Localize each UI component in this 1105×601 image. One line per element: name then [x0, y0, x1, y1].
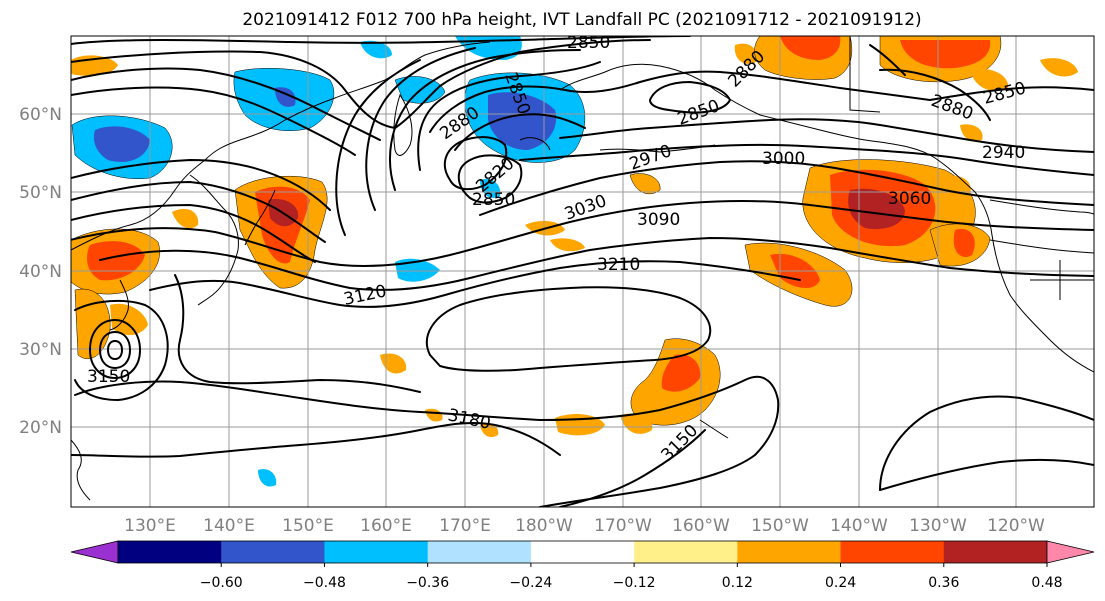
colorbar-cell [943, 541, 1048, 563]
longitude-label: 170°E [439, 516, 491, 536]
contour-label: 3090 [637, 210, 680, 230]
latitude-label: 50°N [19, 183, 62, 203]
colorbar-tick-label: −0.60 [200, 575, 243, 591]
map-title: 2021091412 F012 700 hPa height, IVT Land… [242, 10, 921, 30]
contour-label: 2940 [982, 143, 1025, 163]
contour-label: 3060 [888, 189, 931, 209]
contour-label: 2850 [472, 190, 515, 210]
height-contours [71, 36, 1094, 507]
colorbar-cells [117, 540, 1048, 564]
latitude-label: 20°N [19, 418, 62, 438]
map-frame [70, 35, 1095, 508]
colorbar-tick-label: 0.48 [1031, 575, 1062, 591]
longitude-label: 120°W [987, 516, 1045, 536]
latitude-label: 40°N [19, 262, 62, 282]
colorbar-tick-label: −0.36 [406, 575, 449, 591]
colorbar-tick-label: −0.48 [303, 575, 346, 591]
longitude-label: 140°W [830, 516, 888, 536]
contour-label: 3000 [762, 149, 805, 169]
colorbar-tick-label: −0.24 [509, 575, 552, 591]
longitude-label: 160°E [360, 516, 412, 536]
longitude-label: 140°E [203, 516, 255, 536]
longitude-label: 150°W [751, 516, 809, 536]
longitude-label: 170°W [594, 516, 652, 536]
colorbar-extend-low [70, 540, 119, 564]
colorbar-ticks: −0.60 −0.48 −0.36 −0.24 −0.12 0.12 0.24 0.36 0.4… [200, 563, 1063, 591]
colorbar-cell [530, 541, 635, 563]
colorbar-tick-label: −0.12 [613, 575, 656, 591]
contour-label: 3150 [87, 367, 130, 387]
colorbar-cell [118, 541, 222, 563]
colorbar-cell [427, 541, 532, 563]
colorbar-tick-label: 0.36 [928, 575, 959, 591]
longitude-label: 180°W [515, 516, 573, 536]
latitude-label: 30°N [19, 340, 62, 360]
latitude-label: 60°N [19, 105, 62, 125]
colorbar-tick-label: 0.12 [722, 575, 753, 591]
longitude-label: 130°W [909, 516, 967, 536]
colorbar-tick-label: 0.24 [825, 575, 856, 591]
coastlines [71, 36, 1094, 501]
colorbar-cell [737, 541, 842, 563]
longitude-label: 150°E [282, 516, 334, 536]
contour-label: 2850 [567, 33, 610, 53]
colorbar-extend-high [1046, 540, 1095, 564]
latitude-labels: 60°N 50°N 40°N 30°N 20°N [19, 105, 62, 438]
colorbar: −0.60 −0.48 −0.36 −0.24 −0.12 0.12 0.24 0.36 0.4… [70, 540, 1095, 591]
contour-label: 3210 [597, 255, 640, 275]
longitude-label: 130°E [124, 516, 176, 536]
colorbar-cell [634, 541, 738, 563]
longitude-label: 160°W [672, 516, 730, 536]
map-panel: 2850 2880 2850 2880 2850 2880 2850 2820 … [70, 33, 1095, 508]
colorbar-cell [324, 541, 429, 563]
longitude-labels: 130°E 140°E 150°E 160°E 170°E 180°W 170°… [124, 516, 1045, 536]
colorbar-cell [840, 541, 945, 563]
colorbar-cell [221, 541, 325, 563]
